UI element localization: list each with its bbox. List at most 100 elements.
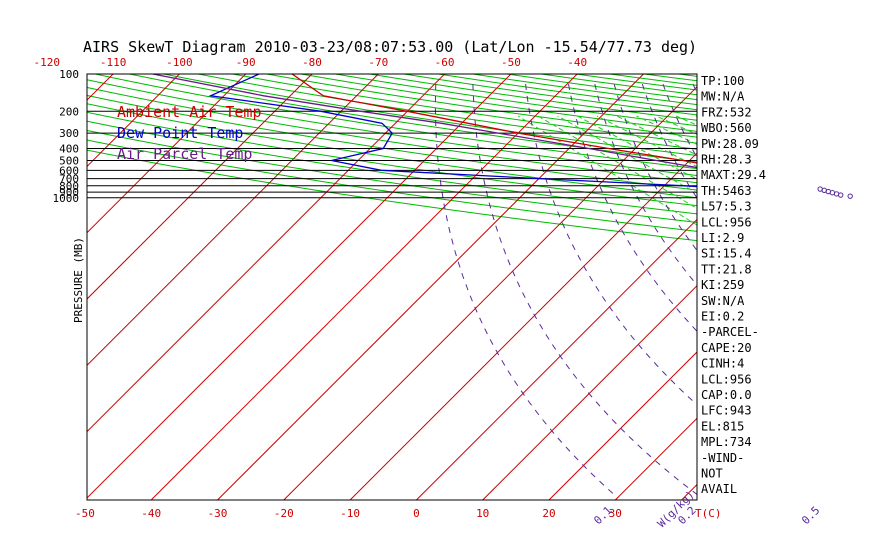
index-entry: -PARCEL-	[701, 325, 759, 339]
pressure-tick-label: 200	[59, 105, 79, 118]
pressure-tick-label: 600	[59, 164, 79, 177]
top-temp-tick-label: -80	[302, 56, 322, 69]
dry-adiabat-line	[87, 103, 697, 199]
index-entry: TT:21.8	[701, 262, 752, 276]
pressure-tick-label: 700	[59, 173, 79, 186]
y-axis-label: PRESSURE (MB)	[72, 237, 85, 323]
isotherm-line	[87, 74, 313, 300]
isotherm-line	[548, 351, 697, 500]
isotherm-line	[217, 74, 644, 500]
pressure-tick-label: 500	[59, 155, 79, 168]
index-entry: FRZ:532	[701, 105, 752, 119]
pressure-tick-label: 100	[59, 68, 79, 81]
temp-unit-label: T(C)	[695, 507, 722, 520]
index-entry: MPL:734	[701, 435, 752, 449]
dry-adiabat-line	[163, 74, 697, 156]
index-entry: CINH:4	[701, 357, 744, 371]
index-entry: MW:N/A	[701, 90, 745, 104]
dry-adiabat-line	[507, 74, 697, 101]
top-temp-tick-label: -40	[567, 56, 587, 69]
series-line-ambient-air-temp	[291, 74, 697, 164]
isotherm-line	[614, 417, 697, 500]
bottom-temp-tick-label: -30	[208, 507, 228, 520]
series-line-air-parcel-temp	[152, 74, 697, 169]
index-entry: LI:2.9	[701, 231, 744, 245]
bottom-temp-tick-label: -50	[75, 507, 95, 520]
dry-adiabat-line	[87, 139, 697, 232]
top-temp-tick-label: -60	[435, 56, 455, 69]
top-temp-tick-label: -90	[236, 56, 256, 69]
mixing-ratio-label: 0.5	[799, 504, 822, 527]
dry-adiabat-line	[87, 79, 697, 177]
top-temp-tick-label: -110	[100, 56, 127, 69]
profile-marker	[837, 192, 844, 198]
bottom-temp-tick-label: 20	[542, 507, 555, 520]
isotherm-line	[87, 74, 445, 433]
bottom-temp-tick-label: 0	[413, 507, 420, 520]
legend: Ambient Air Temp Dew Point Temp Air Parcel…	[117, 103, 262, 163]
bottom-temp-tick-label: 10	[476, 507, 489, 520]
dry-adiabat-line	[301, 74, 697, 132]
index-entry: SI:15.4	[701, 247, 752, 261]
isotherm-line	[87, 74, 512, 499]
mixing-ratio-line	[472, 83, 697, 496]
index-entry: KI:259	[701, 278, 744, 292]
moist-adiabat-line	[517, 115, 697, 226]
index-entry: NOT	[701, 467, 723, 481]
bottom-temp-tick-label: -40	[141, 507, 161, 520]
dry-adiabat-line	[369, 74, 697, 121]
isotherm-line	[87, 74, 114, 101]
index-entry: CAP:0.0	[701, 388, 752, 402]
bottom-temp-tick-label: 30	[609, 507, 622, 520]
series-line-dew-point-temp	[208, 74, 697, 188]
profile-marker	[847, 193, 853, 199]
mixing-ratio-line	[765, 84, 870, 498]
index-entry: -WIND-	[701, 451, 744, 465]
plot-background-lines	[0, 74, 870, 500]
dry-adiabat-line	[87, 111, 697, 207]
top-temp-tick-label: -70	[368, 56, 388, 69]
dry-adiabat-line	[129, 74, 697, 163]
index-entry: TP:100	[701, 74, 744, 88]
dry-adiabat-line	[87, 94, 697, 191]
index-entry: TH:5463	[701, 184, 752, 198]
pressure-tick-label: 400	[59, 143, 79, 156]
index-entry: PW:28.09	[701, 137, 759, 151]
legend-entry: Dew Point Temp	[117, 124, 243, 142]
index-entry: LFC:943	[701, 404, 752, 418]
isotherm-line	[416, 218, 697, 500]
index-entry: AVAIL	[701, 482, 737, 496]
bottom-temp-tick-label: -10	[340, 507, 360, 520]
isotherm-line	[0, 74, 47, 500]
index-entry: LCL:956	[701, 372, 752, 386]
profile-lines	[152, 74, 697, 188]
mixing-ratio-line	[641, 83, 697, 199]
top-temp-tick-label: -50	[501, 56, 521, 69]
dry-adiabat-line	[87, 129, 697, 223]
isotherm-line	[748, 74, 870, 500]
mixing-ratio-line	[789, 84, 870, 498]
pressure-tick-label: 800	[59, 180, 79, 193]
legend-entry: Ambient Air Temp	[117, 103, 262, 121]
mixing-ratio-line	[434, 83, 619, 499]
dry-adiabat-line	[472, 74, 697, 106]
bottom-temp-tick-label: -20	[274, 507, 294, 520]
wind-markers	[817, 186, 853, 199]
top-temp-tick-label: -100	[166, 56, 193, 69]
index-entry: EI:0.2	[701, 310, 744, 324]
legend-entry: Air Parcel Temp	[117, 145, 252, 163]
mixing-ratio-line	[662, 83, 697, 159]
isotherm-line	[87, 74, 247, 234]
mixing-ratio-line	[568, 83, 697, 332]
isotherm-line	[87, 74, 180, 168]
index-entry: L57:5.3	[701, 200, 752, 214]
top-temp-tick-label: -120	[34, 56, 61, 69]
index-entry: MAXT:29.4	[701, 168, 766, 182]
dry-adiabat-line	[266, 74, 697, 138]
mixing-ratio-line	[525, 83, 697, 406]
index-entry: RH:28.3	[701, 153, 752, 167]
index-entry: LCL:956	[701, 215, 752, 229]
dry-adiabat-line	[198, 74, 697, 150]
